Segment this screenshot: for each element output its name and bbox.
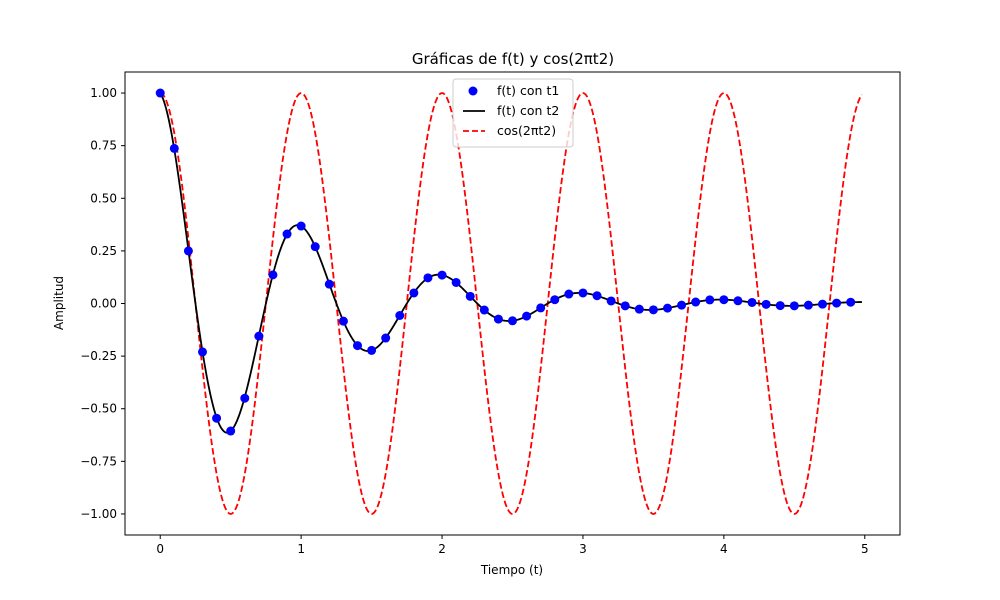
data-point [818, 299, 827, 309]
x-axis: 0 1 2 3 4 5 [156, 535, 869, 556]
y-tick-label: 0.75 [90, 139, 117, 153]
legend-item: cos(2πt2) [463, 123, 556, 138]
data-point [803, 300, 813, 310]
legend-marker [468, 86, 478, 96]
data-point [282, 229, 292, 239]
y-tick-label: −1.00 [80, 507, 117, 521]
data-point [578, 288, 588, 298]
data-point [550, 295, 560, 305]
data-point [747, 297, 757, 307]
series-cos-line [160, 92, 863, 515]
x-tick-label: 3 [579, 542, 587, 556]
data-point [522, 311, 532, 321]
series-layer [155, 88, 863, 515]
y-axis: 1.00 0.75 0.50 0.25 0.00 −0.25 −0.50 −0.75 −1.00 [80, 86, 125, 521]
data-point [381, 333, 391, 343]
data-point [761, 299, 771, 309]
data-point [479, 305, 489, 315]
data-point [155, 88, 165, 98]
data-point [198, 347, 207, 357]
data-point [846, 297, 856, 307]
x-tick-label: 1 [297, 542, 305, 556]
data-point [183, 246, 193, 256]
data-point [508, 316, 517, 326]
data-point [606, 296, 616, 306]
data-point [634, 304, 644, 314]
data-point [465, 291, 475, 301]
plot-area [155, 88, 863, 515]
data-point [367, 345, 377, 355]
data-point [254, 331, 264, 341]
data-point [648, 305, 658, 315]
data-point [212, 413, 222, 423]
data-point [564, 289, 574, 299]
data-point [832, 298, 842, 308]
y-tick-label: −0.50 [80, 402, 117, 416]
data-point [395, 310, 405, 320]
data-point [169, 143, 179, 153]
data-point [353, 341, 362, 351]
x-tick-label: 0 [156, 542, 164, 556]
data-point [409, 288, 419, 298]
legend-box [452, 78, 574, 148]
y-tick-label: 0.25 [90, 244, 117, 258]
x-axis-label: Tiempo (t) [480, 563, 543, 577]
y-tick-label: −0.25 [80, 349, 117, 363]
data-point [324, 279, 334, 289]
data-point [437, 270, 447, 280]
data-point [733, 296, 743, 306]
x-tick-label: 5 [861, 542, 869, 556]
series-f-t1-markers [155, 88, 856, 436]
data-point [240, 393, 250, 403]
y-tick-label: −0.75 [80, 454, 117, 468]
legend-label: f(t) con t1 [497, 83, 559, 98]
data-point [493, 314, 503, 324]
y-tick-label: 0.50 [90, 191, 117, 205]
data-point [691, 297, 701, 307]
data-point [338, 316, 348, 326]
data-point [423, 273, 433, 283]
y-axis-label: Amplitud [52, 276, 66, 330]
data-point [592, 291, 602, 301]
data-point [663, 303, 672, 313]
data-point [296, 221, 306, 231]
legend-label: cos(2πt2) [497, 123, 556, 138]
data-point [620, 301, 630, 311]
data-point [268, 270, 278, 280]
legend-item: f(t) con t2 [463, 103, 559, 118]
data-point [719, 295, 729, 305]
data-point [536, 303, 546, 313]
data-point [789, 301, 799, 311]
y-tick-label: 1.00 [90, 86, 117, 100]
legend-label: f(t) con t2 [497, 103, 559, 118]
data-point [705, 295, 715, 305]
legend-item: f(t) con t1 [468, 83, 559, 98]
y-tick-label: 0.00 [90, 297, 117, 311]
chart-title: Gráficas de f(t) y cos(2πt2) [412, 50, 614, 68]
data-point [677, 300, 687, 310]
data-point [775, 301, 785, 311]
x-tick-label: 2 [438, 542, 446, 556]
data-point [226, 426, 236, 436]
data-point [310, 242, 320, 252]
data-point [451, 277, 461, 287]
legend: f(t) con t1 f(t) con t2 cos(2πt2) [452, 78, 574, 148]
x-tick-label: 4 [720, 542, 728, 556]
